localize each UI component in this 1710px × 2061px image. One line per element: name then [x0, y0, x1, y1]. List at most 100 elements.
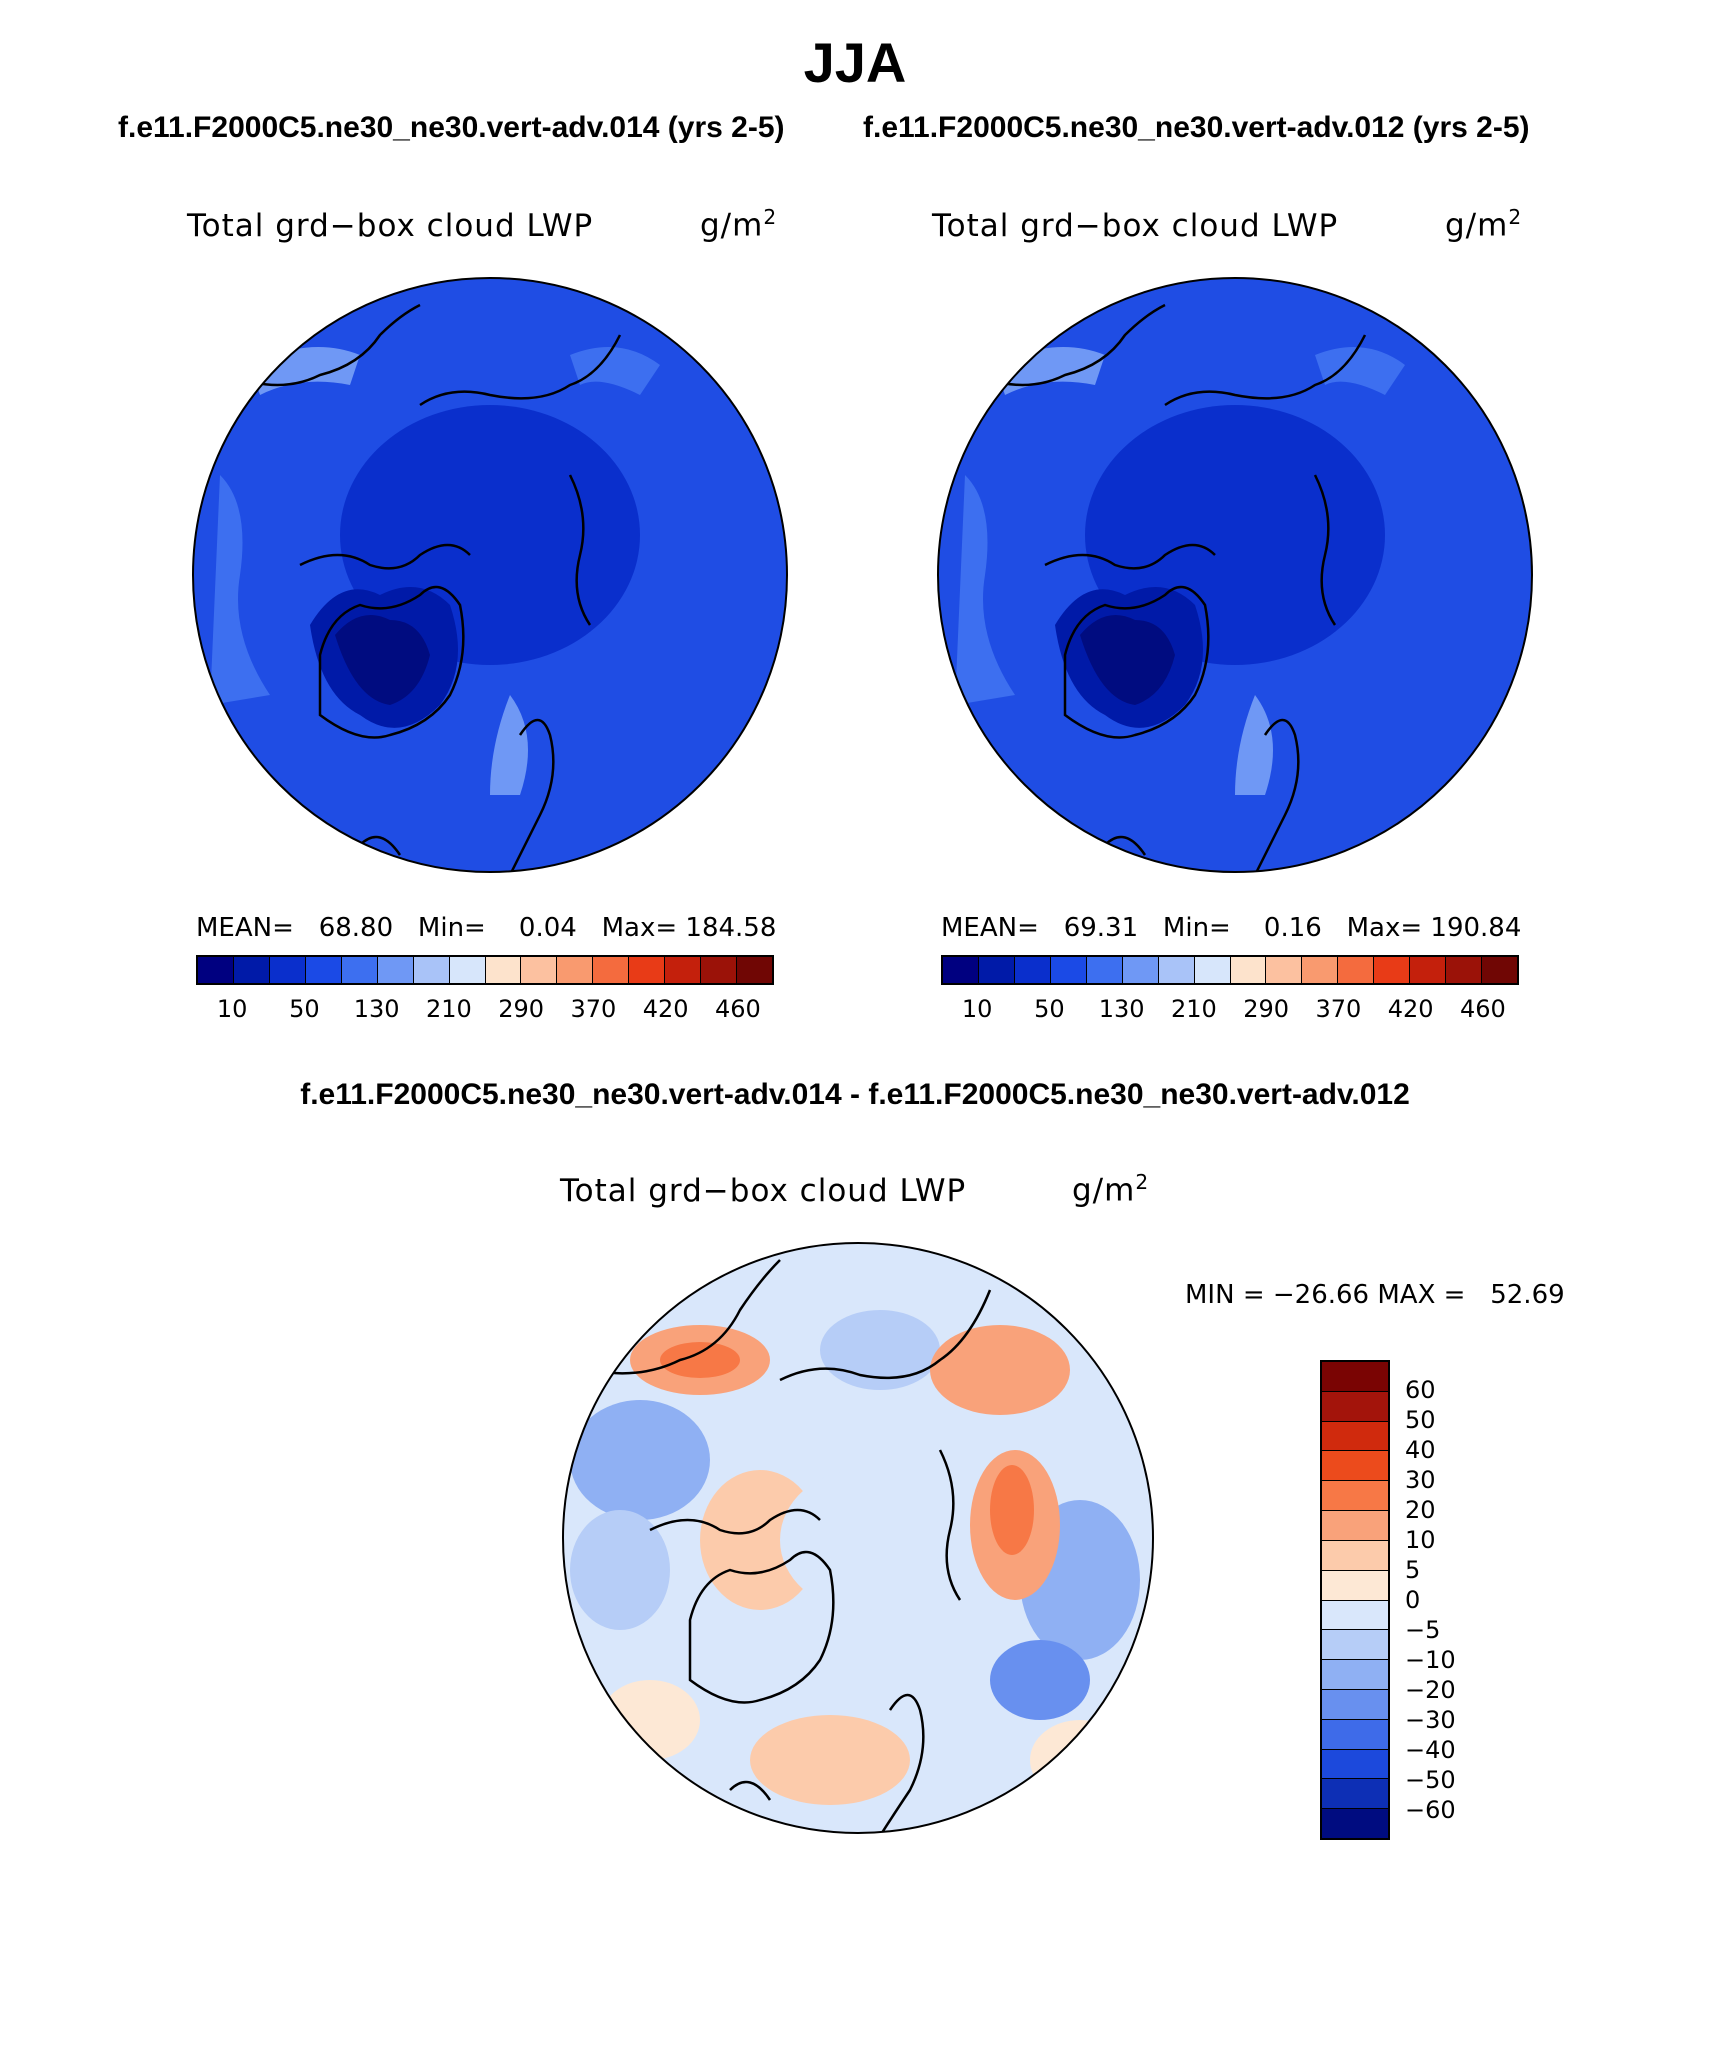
greenland-core [335, 615, 430, 705]
colorbar-tick-label: 5 [1405, 1556, 1421, 1584]
colorbar-tick-label: 210 [1170, 995, 1217, 1023]
left-case-subtitle: f.e11.F2000C5.ne30_ne30.vert-adv.014 (yr… [118, 111, 785, 144]
colorbar-tick-label: 0 [1405, 1586, 1421, 1614]
colorbar-swatch [1050, 957, 1087, 983]
colorbar-tick-label: 30 [1405, 1466, 1436, 1494]
colorbar-tick-label: −50 [1405, 1766, 1456, 1794]
colorbar-tick-label: 130 [353, 995, 400, 1023]
left-variable-title: Total grd−box cloud LWP [187, 208, 594, 244]
colorbar-swatch [233, 957, 270, 983]
right-colorbar-ticks: 10 50 130 210 290 370 420 460 [941, 995, 1519, 1025]
colorbar-swatch [1322, 1362, 1388, 1392]
colorbar-swatch [1322, 1660, 1388, 1690]
colorbar-tick-label: 50 [1405, 1406, 1436, 1434]
colorbar-swatch [1122, 957, 1159, 983]
diff-minmax: MIN = −26.66 MAX = 52.69 [1185, 1280, 1565, 1310]
colorbar-tick-label: 40 [1405, 1436, 1436, 1464]
right-polar-map [937, 277, 1533, 873]
diff-variable-title: Total grd−box cloud LWP [560, 1173, 967, 1209]
colorbar-swatch [1322, 1481, 1388, 1512]
colorbar-swatch [377, 957, 414, 983]
colorbar-swatch [413, 957, 450, 983]
colorbar-swatch [1322, 1570, 1388, 1601]
colorbar-tick-label: 10 [1405, 1526, 1436, 1554]
colorbar-swatch [701, 957, 738, 983]
colorbar-swatch [1194, 957, 1231, 983]
colorbar-tick-label: 460 [714, 995, 761, 1023]
colorbar-tick-label: 460 [1459, 995, 1506, 1023]
colorbar-tick-label: 60 [1405, 1376, 1436, 1404]
colorbar-swatch [1338, 957, 1375, 983]
colorbar-tick-label: 50 [1034, 995, 1065, 1023]
colorbar-swatch [978, 957, 1015, 983]
right-stats: MEAN= 69.31 Min= 0.16 Max= 190.84 [941, 913, 1522, 943]
colorbar-swatch [943, 957, 979, 983]
colorbar-swatch [1158, 957, 1195, 983]
scandinavia-band [490, 695, 528, 795]
right-variable-title: Total grd−box cloud LWP [932, 208, 1339, 244]
colorbar-swatch [1322, 1719, 1388, 1750]
colorbar-tick-label: 210 [425, 995, 472, 1023]
colorbar-swatch [1302, 957, 1339, 983]
colorbar-swatch [557, 957, 594, 983]
colorbar-tick-label: −30 [1405, 1706, 1456, 1734]
colorbar-swatch [1086, 957, 1123, 983]
coastlines [974, 303, 1367, 872]
colorbar-tick-label: 20 [1405, 1496, 1436, 1524]
colorbar-swatch [1322, 1511, 1388, 1541]
colorbar-swatch [1410, 957, 1447, 983]
colorbar-swatch [1322, 1809, 1388, 1838]
map-boundary [937, 277, 1533, 873]
east-band [955, 475, 1015, 705]
colorbar-swatch [521, 957, 558, 983]
colorbar-tick-label: 10 [961, 995, 993, 1023]
colorbar-swatch [629, 957, 666, 983]
colorbar-swatch [1322, 1391, 1388, 1422]
map-boundary [192, 277, 788, 873]
diff-polar-map [562, 1242, 1154, 1834]
diff-case-subtitle: f.e11.F2000C5.ne30_ne30.vert-adv.014 - f… [300, 1078, 1410, 1111]
colorbar-swatch [1322, 1749, 1388, 1780]
colorbar-swatch [1322, 1421, 1388, 1452]
colorbar-swatch [485, 957, 522, 983]
colorbar-tick-label: −5 [1405, 1616, 1441, 1644]
colorbar-tick-label: 130 [1098, 995, 1145, 1023]
colorbar-swatch [1482, 957, 1517, 983]
left-stats: MEAN= 68.80 Min= 0.04 Max= 184.58 [196, 913, 777, 943]
diff-colorbar [1320, 1360, 1390, 1840]
colorbar-tick-label: 370 [570, 995, 617, 1023]
colorbar-tick-label: 420 [642, 995, 689, 1023]
colorbar-swatch [1322, 1689, 1388, 1720]
colorbar-swatch [1322, 1779, 1388, 1810]
colorbar-tick-label: −20 [1405, 1676, 1456, 1704]
greenland-core [1080, 615, 1175, 705]
colorbar-swatch [593, 957, 630, 983]
colorbar-swatch [305, 957, 342, 983]
right-colorbar [941, 955, 1519, 985]
left-colorbar-ticks: 10 50 130 210 290 370 420 460 [196, 995, 774, 1025]
colorbar-swatch [1322, 1451, 1388, 1482]
colorbar-swatch [1322, 1630, 1388, 1661]
colorbar-tick-label: 50 [289, 995, 320, 1023]
colorbar-tick-label: −60 [1405, 1796, 1456, 1824]
map-boundary [562, 1242, 1154, 1834]
diff-colorbar-ticks: 60 50 40 30 20 10 5 0 −5 −10 −20 −30 −40 −50 −60 [1405, 1360, 1525, 1840]
left-polar-map [192, 277, 788, 873]
colorbar-swatch [1322, 1540, 1388, 1571]
colorbar-tick-label: 420 [1387, 995, 1434, 1023]
east-band [210, 475, 270, 705]
colorbar-swatch [198, 957, 234, 983]
colorbar-swatch [341, 957, 378, 983]
colorbar-swatch [1322, 1600, 1388, 1631]
colorbar-swatch [1374, 957, 1411, 983]
right-case-subtitle: f.e11.F2000C5.ne30_ne30.vert-adv.012 (yr… [863, 111, 1530, 144]
diff-units: g/m2 [1072, 1170, 1150, 1209]
colorbar-tick-label: 290 [498, 995, 545, 1023]
colorbar-tick-label: −40 [1405, 1736, 1456, 1764]
colorbar-swatch [449, 957, 486, 983]
coastlines [589, 1259, 992, 1833]
figure-title: JJA [803, 31, 907, 94]
colorbar-swatch [269, 957, 306, 983]
colorbar-tick-label: −10 [1405, 1646, 1456, 1674]
coastlines [229, 303, 622, 872]
